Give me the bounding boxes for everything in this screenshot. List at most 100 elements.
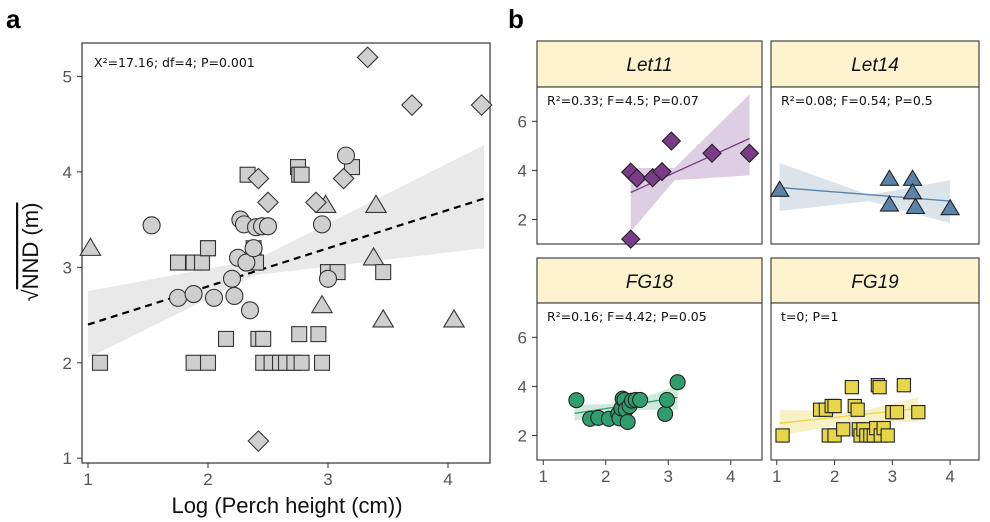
panel-a-points	[79, 46, 493, 453]
panel-a-y-tick-label: 3	[63, 258, 72, 277]
facet-plot-frame	[536, 302, 763, 461]
panel-a-y-axis-title: √NND (m)	[18, 203, 43, 302]
panel-a-point-diamond	[401, 94, 423, 117]
panel-a-point-square	[199, 354, 217, 371]
panel-a-point-square	[185, 354, 202, 371]
facet-point-square	[872, 379, 887, 395]
panel-a-point-square	[199, 240, 217, 257]
panel-a-point-square	[169, 254, 187, 271]
panel-a-point-triangle	[372, 308, 395, 328]
panel-b-letter: b	[508, 4, 524, 34]
facet-point-circle	[657, 405, 674, 422]
panel-a-point-square	[310, 326, 327, 343]
panel-a-point-square	[91, 354, 109, 371]
panel-a-point-square	[313, 354, 331, 371]
facet-strip	[770, 40, 980, 88]
facet-let11: Let11 R²=0.33; F=4.5; P=0.07 2 4 6	[518, 40, 763, 249]
panel-a-x-tick-label: 3	[323, 470, 332, 489]
facet-point-square	[896, 378, 912, 393]
panel-a-point-circle	[240, 301, 260, 320]
facet-confidence-band	[630, 94, 750, 232]
panel-a-point-circle	[318, 269, 338, 288]
panel-a-point-circle	[225, 286, 244, 306]
facet-annotation: R²=0.08; F=0.54; P=0.5	[781, 93, 933, 108]
facet-point-diamond	[652, 161, 672, 182]
panel-a-confidence-band	[88, 145, 484, 358]
panel-a-ci-band-area	[88, 145, 484, 358]
panel-a-trend-line	[87, 197, 485, 326]
facet-fg18: FG18 R²=0.16; F=4.42; P=0.05 2 4 6 1 2 3 4	[518, 257, 763, 486]
facet-strip	[536, 257, 763, 304]
facet-annotation: R²=0.33; F=4.5; P=0.07	[547, 93, 699, 108]
facet-point-square	[889, 405, 905, 420]
facet-point-square	[844, 379, 860, 395]
facet-y-tick-label: 4	[518, 161, 527, 180]
panel-a-y-tick-label: 5	[63, 67, 72, 86]
panel-a-point-diamond	[305, 191, 327, 214]
panel-a-point-diamond	[332, 167, 355, 190]
panel-a-point-triangle	[364, 194, 388, 213]
facet-y-tick-label: 2	[518, 426, 527, 445]
facet-strip	[536, 40, 763, 88]
panel-a-point-circle	[204, 288, 224, 307]
facet-strip-label: FG18	[626, 272, 674, 293]
facet-point-diamond	[620, 229, 641, 249]
panel-a-point-diamond	[470, 94, 493, 117]
panel-a-x-axis-title: Log (Perch height (cm))	[171, 493, 402, 518]
panel-b-facets: Let11 R²=0.33; F=4.5; P=0.07 2 4 6 Let14 R²=0.…	[518, 40, 980, 486]
panel-a-point-circle	[237, 253, 256, 272]
panel-a-point-circle	[336, 146, 356, 165]
facet-x-tick-label: 2	[830, 467, 839, 486]
panel-a-y-axis-label: NND (m)	[18, 203, 43, 290]
panel-a-x-tick-label: 4	[443, 470, 452, 489]
facet-x-tick-label: 2	[601, 467, 610, 486]
panel-a-point-square	[291, 326, 308, 343]
facet-point-diamond	[702, 143, 722, 164]
facet-point-triangle	[879, 169, 900, 186]
panel-a-point-square	[293, 354, 310, 371]
panel-a-point-square	[193, 254, 211, 271]
panel-a-y-tick-label: 2	[63, 354, 72, 373]
facet-x-tick-label: 1	[539, 467, 548, 486]
panel-a-y-tick-label: 4	[63, 163, 72, 182]
panel-a-point-circle	[168, 288, 188, 307]
facet-point-triangle	[902, 182, 923, 200]
facet-strip-label: FG19	[851, 272, 899, 293]
facet-strip-label: Let14	[851, 55, 899, 76]
facet-point-triangle	[905, 197, 926, 215]
facet-x-tick-label: 4	[726, 467, 735, 486]
facet-point-square	[880, 428, 895, 443]
facet-fg19: FG19 t=0; P=1 1 2 3 4	[770, 257, 980, 486]
panel-a-point-triangle	[310, 294, 334, 314]
facet-y-tick-label: 2	[518, 210, 527, 229]
panel-a-x-ticks: 1 2 3 4	[83, 463, 453, 489]
facet-confidence-band	[779, 163, 951, 224]
facet-x-tick-label: 3	[664, 467, 673, 486]
facet-point-diamond	[627, 168, 647, 189]
panel-a-y-tick-label: 1	[63, 449, 72, 468]
panel-a-point-diamond	[257, 191, 279, 214]
facet-annotation: t=0; P=1	[781, 309, 838, 324]
facet-point-circle	[669, 374, 686, 391]
facet-point-triangle	[940, 198, 961, 216]
panel-a-point-circle	[184, 284, 203, 304]
panel-a-point-diamond	[247, 430, 270, 453]
facet-point-triangle	[769, 180, 790, 197]
panel-a-y-axis-sqrt-symbol: √	[18, 288, 43, 301]
panel-a-y-ticks: 1 2 3 4 5	[63, 67, 82, 468]
panel-a-point-square	[255, 330, 272, 347]
facet-x-tick-label: 3	[888, 467, 897, 486]
panel-a-point-diamond	[247, 167, 270, 190]
facet-point-square	[850, 402, 865, 417]
facet-point-square	[775, 428, 790, 443]
panel-a-letter: a	[6, 4, 21, 34]
facet-point-square	[836, 422, 851, 437]
panel-a-point-circle	[142, 216, 161, 235]
facet-strip	[770, 257, 980, 304]
panel-a-point-triangle	[442, 308, 466, 328]
facet-point-square	[827, 398, 842, 414]
facet-y-tick-label: 6	[518, 328, 527, 347]
panel-a-point-triangle	[79, 237, 102, 256]
facet-point-circle	[568, 392, 585, 409]
